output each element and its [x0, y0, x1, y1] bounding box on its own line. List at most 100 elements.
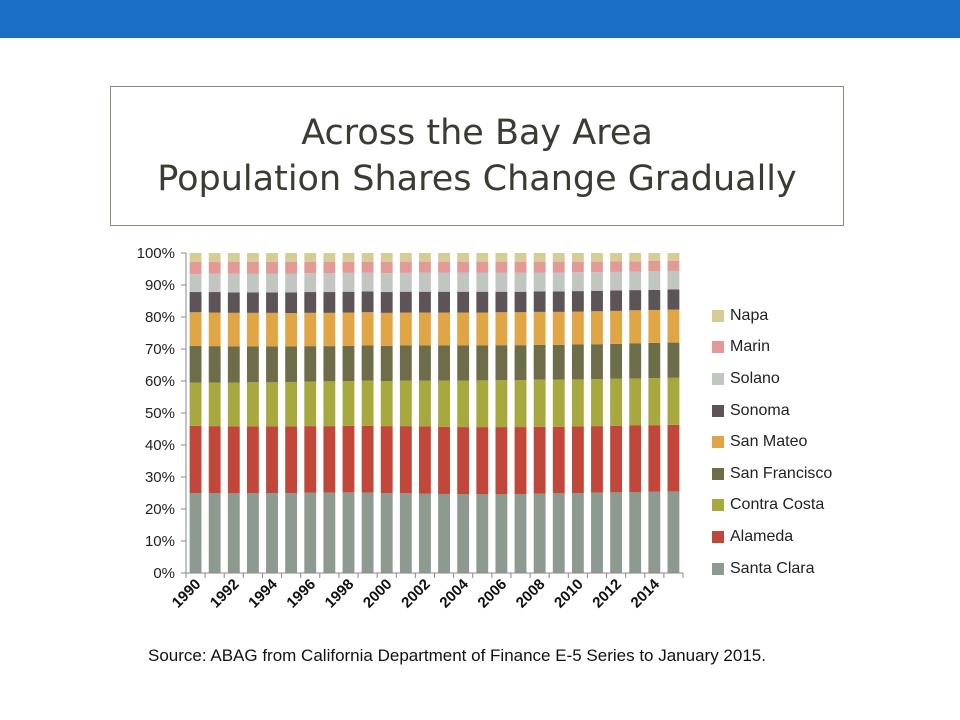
bar-santa-clara-1991 — [208, 493, 221, 573]
bar-contra-costa-2008 — [533, 379, 546, 427]
bar-san-mateo-2011 — [591, 311, 603, 345]
bar-solano-2003 — [438, 272, 450, 292]
bar-santa-clara-1993 — [246, 493, 259, 573]
y-tick-label: 0% — [153, 565, 175, 582]
bar-san-mateo-1997 — [323, 312, 336, 347]
bar-napa-2008 — [533, 253, 546, 262]
bar-sonoma-2007 — [514, 291, 527, 313]
bar-sonoma-2002 — [419, 291, 431, 313]
bar-santa-clara-1996 — [304, 492, 317, 573]
bar-santa-clara-2005 — [476, 494, 489, 573]
bar-marin-1997 — [323, 261, 336, 274]
bar-marin-2001 — [399, 261, 412, 273]
bar-san-mateo-2013 — [629, 310, 642, 344]
bar-napa-2015 — [667, 253, 680, 261]
legend-label: Contra Costa — [730, 496, 825, 514]
bar-sonoma-1999 — [361, 291, 374, 313]
bar-solano-1997 — [323, 273, 336, 293]
bar-san-francisco-1999 — [361, 345, 374, 381]
bar-san-mateo-1990 — [189, 312, 202, 346]
bar-san-mateo-2009 — [552, 311, 565, 345]
bar-santa-clara-2011 — [591, 492, 603, 573]
top-accent-band — [0, 0, 960, 38]
bar-contra-costa-2012 — [610, 378, 623, 426]
bar-marin-2007 — [514, 261, 527, 273]
bar-santa-clara-2010 — [571, 493, 584, 573]
bar-santa-clara-1990 — [189, 493, 202, 573]
bar-contra-costa-2003 — [438, 380, 450, 427]
bar-san-francisco-2003 — [438, 345, 450, 381]
bar-sonoma-2014 — [648, 289, 661, 310]
bar-solano-1992 — [227, 273, 240, 293]
bar-alameda-2003 — [438, 426, 450, 494]
bar-napa-2013 — [629, 253, 642, 262]
bar-marin-2010 — [571, 261, 584, 273]
legend-item-napa: Napa — [712, 300, 912, 332]
legend-label: Sonoma — [730, 401, 790, 419]
bar-solano-2002 — [419, 272, 431, 292]
bar-contra-costa-2002 — [419, 380, 431, 427]
bar-sonoma-2005 — [476, 291, 489, 313]
legend-swatch — [712, 404, 724, 417]
bar-san-mateo-2012 — [610, 310, 623, 344]
bar-san-francisco-1994 — [266, 346, 278, 383]
bar-alameda-1990 — [189, 425, 202, 493]
y-tick-label: 90% — [145, 277, 175, 294]
legend-label: Solano — [730, 369, 780, 387]
legend-label: Santa Clara — [730, 559, 815, 577]
legend-swatch — [712, 467, 724, 480]
bar-napa-1993 — [246, 253, 259, 262]
x-tick-label: 2012 — [589, 576, 625, 612]
bar-san-mateo-2002 — [419, 312, 431, 346]
bar-alameda-1994 — [266, 426, 278, 493]
bar-contra-costa-2004 — [457, 380, 470, 428]
bar-solano-1990 — [189, 274, 202, 293]
bar-napa-1990 — [189, 253, 202, 262]
bar-san-mateo-1998 — [342, 312, 355, 346]
bar-solano-2001 — [399, 272, 412, 292]
bar-alameda-1996 — [304, 426, 317, 493]
bar-solano-1998 — [342, 272, 355, 292]
bar-sonoma-1990 — [189, 292, 202, 313]
bar-alameda-1995 — [285, 426, 298, 493]
x-tick-label: 1994 — [245, 575, 281, 611]
bar-napa-2002 — [419, 253, 431, 262]
legend-item-contra-costa: Contra Costa — [712, 490, 912, 522]
bar-alameda-2010 — [571, 426, 584, 493]
bar-san-francisco-2010 — [571, 344, 584, 380]
bar-solano-2006 — [495, 272, 508, 292]
bar-solano-1996 — [304, 273, 317, 293]
legend-item-sonoma: Sonoma — [712, 395, 912, 427]
bar-alameda-2007 — [514, 427, 527, 494]
bar-san-mateo-2000 — [380, 312, 393, 346]
bar-solano-1999 — [361, 272, 374, 292]
y-tick-label: 100% — [137, 245, 175, 262]
bar-san-francisco-1997 — [323, 346, 336, 382]
bar-alameda-2004 — [457, 427, 470, 495]
bar-san-mateo-2004 — [457, 312, 470, 346]
bar-napa-2003 — [438, 253, 450, 262]
bar-alameda-1997 — [323, 426, 336, 493]
bar-santa-clara-1998 — [342, 492, 355, 573]
bar-solano-2010 — [571, 272, 584, 292]
bar-contra-costa-2013 — [629, 378, 642, 426]
source-note: Source: ABAG from California Department … — [148, 646, 766, 665]
bar-contra-costa-2009 — [552, 379, 565, 427]
bar-santa-clara-2004 — [457, 494, 470, 573]
x-tick-label: 2004 — [436, 575, 472, 611]
bar-alameda-2002 — [419, 426, 431, 494]
bar-san-francisco-2013 — [629, 343, 642, 379]
y-tick-label: 60% — [145, 373, 175, 390]
bar-san-francisco-1993 — [246, 346, 259, 383]
bar-contra-costa-1992 — [227, 382, 240, 427]
bar-sonoma-1992 — [227, 292, 240, 313]
bar-marin-1998 — [342, 261, 355, 273]
bar-contra-costa-2014 — [648, 378, 661, 426]
chart-legend: Napa Marin Solano Sonoma San Mateo San Franci… — [712, 300, 912, 584]
bar-marin-1991 — [208, 261, 221, 274]
bar-napa-1994 — [266, 253, 278, 262]
bar-san-mateo-2015 — [667, 309, 680, 343]
bar-san-mateo-1994 — [266, 312, 278, 347]
bar-alameda-1998 — [342, 425, 355, 493]
bar-alameda-2005 — [476, 427, 489, 495]
